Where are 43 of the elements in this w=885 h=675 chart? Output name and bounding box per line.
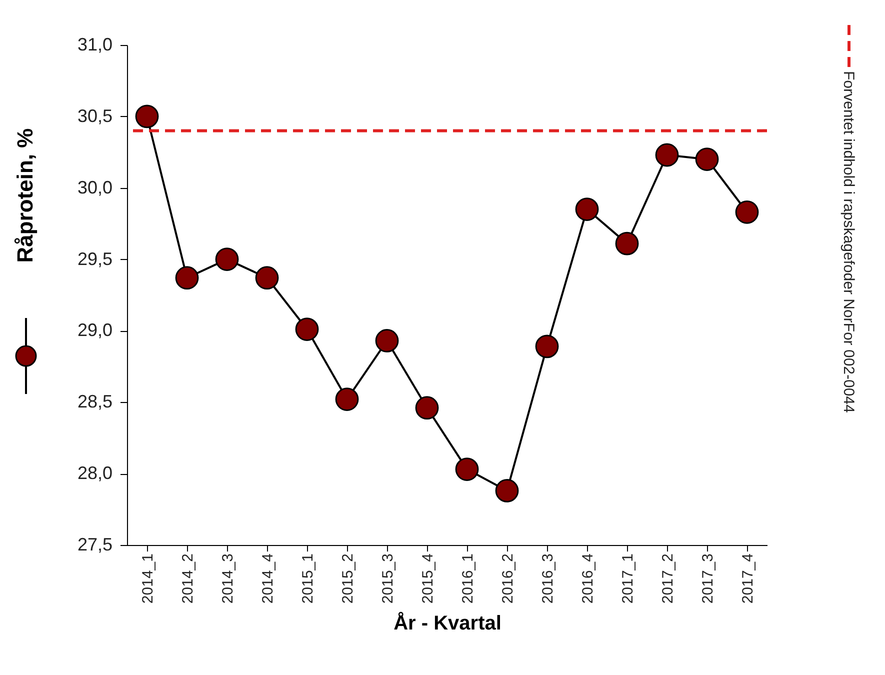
legend-label: Forventet indhold i rapskagefoder NorFor 002-0044 — [840, 71, 857, 413]
x-tick-label: 2016_3 — [540, 554, 556, 604]
point — [655, 143, 679, 167]
x-tick-label: 2014_3 — [220, 554, 236, 604]
y-axis-title: Råprotein, % — [12, 128, 38, 263]
point — [335, 388, 359, 411]
point — [175, 266, 199, 290]
point — [535, 334, 559, 358]
y-tick-label: 28,5 — [77, 392, 112, 412]
y-tick-label: 30,5 — [77, 106, 112, 126]
x-tick-label: 2017_3 — [700, 554, 716, 604]
point — [295, 318, 319, 341]
point — [495, 479, 519, 502]
x-tick-label: 2014_2 — [180, 554, 196, 604]
point — [695, 148, 719, 171]
x-tick-label: 2014_4 — [260, 554, 276, 604]
point — [215, 248, 239, 271]
y-tick-label: 31,0 — [77, 34, 112, 54]
point — [615, 232, 639, 256]
point — [255, 266, 279, 290]
x-tick-label: 2016_1 — [460, 554, 476, 604]
point — [735, 200, 759, 224]
y-tick-label: 29,0 — [77, 320, 112, 340]
y-tick-label: 29,5 — [77, 248, 112, 269]
x-axis-title: År - Kvartal — [394, 612, 502, 635]
point — [415, 396, 439, 420]
x-tick-label: 2017_2 — [660, 554, 676, 604]
point — [575, 198, 599, 221]
x-tick-label: 2014_1 — [140, 554, 156, 604]
x-tick-label: 2015_1 — [300, 554, 316, 604]
y-tick-label: 27,5 — [77, 534, 112, 554]
y-tick-label: 30,0 — [77, 177, 112, 198]
point — [375, 329, 399, 352]
point — [455, 458, 479, 481]
y-tick-label: 28,0 — [77, 463, 112, 484]
x-tick-label: 2016_4 — [580, 554, 596, 604]
x-tick-label: 2016_2 — [500, 554, 516, 604]
x-tick-label: 2015_3 — [380, 554, 396, 604]
x-tick-label: 2017_4 — [740, 554, 756, 604]
x-tick-label: 2015_2 — [340, 554, 356, 604]
x-tick-label: 2015_4 — [420, 554, 436, 604]
point — [135, 104, 159, 128]
x-tick-label: 2017_1 — [620, 554, 636, 604]
